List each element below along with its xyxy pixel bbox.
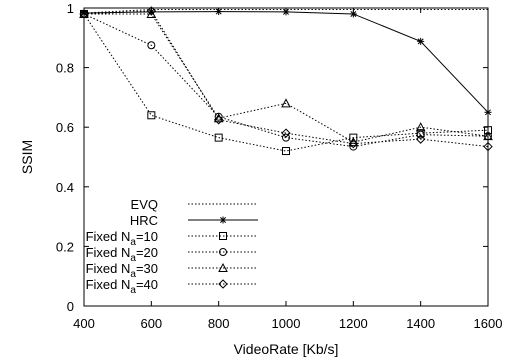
series-line	[83, 10, 489, 148]
x-axis-title: VideoRate [Kb/s]	[234, 341, 339, 357]
data-point	[282, 133, 290, 142]
data-point	[146, 6, 157, 16]
x-tick-label: 1200	[339, 316, 368, 331]
series-line	[84, 13, 489, 143]
legend-label: Fixed Na=40	[86, 277, 158, 296]
data-point	[214, 133, 223, 142]
y-axis-title: SSIM	[19, 140, 35, 174]
data-point	[415, 122, 426, 132]
y-tick-label: 0.2	[56, 239, 74, 254]
data-point	[213, 115, 224, 125]
legend-marker	[218, 279, 228, 289]
x-tick-label: 1600	[474, 316, 503, 331]
legend-label: HRC	[130, 213, 158, 228]
legend-label: Fixed Na=20	[86, 245, 158, 264]
data-point	[147, 111, 156, 120]
data-point	[281, 98, 291, 108]
y-tick-label: 0.6	[56, 120, 74, 135]
series-5	[79, 8, 493, 147]
x-tick-label: 1000	[272, 316, 301, 331]
y-tick-label: 0.8	[56, 61, 74, 76]
legend-marker	[219, 232, 227, 240]
x-tick-label: 400	[73, 316, 95, 331]
data-point	[349, 142, 358, 151]
data-point	[415, 134, 426, 144]
series-line	[83, 11, 489, 113]
data-point	[349, 133, 358, 142]
legend-marker	[219, 216, 227, 224]
y-tick-label: 0.4	[56, 180, 74, 195]
y-tick-label: 1	[67, 1, 74, 16]
data-point	[282, 147, 290, 156]
x-tick-label: 600	[140, 316, 162, 331]
data-point	[348, 138, 359, 149]
legend-label: Fixed Na=30	[86, 261, 158, 280]
data-point	[417, 37, 425, 45]
data-point	[147, 41, 156, 50]
legend-marker	[219, 248, 227, 256]
series-line	[83, 13, 489, 152]
legend-marker	[218, 262, 228, 272]
x-tick-label: 800	[208, 316, 230, 331]
y-tick-label: 0	[67, 299, 74, 314]
legend-label: Fixed Na=10	[86, 229, 158, 248]
legend-label: EVQ	[131, 197, 158, 212]
x-tick-label: 1400	[406, 316, 435, 331]
series-line	[83, 13, 489, 148]
series-6	[79, 6, 493, 152]
data-point	[281, 128, 291, 138]
